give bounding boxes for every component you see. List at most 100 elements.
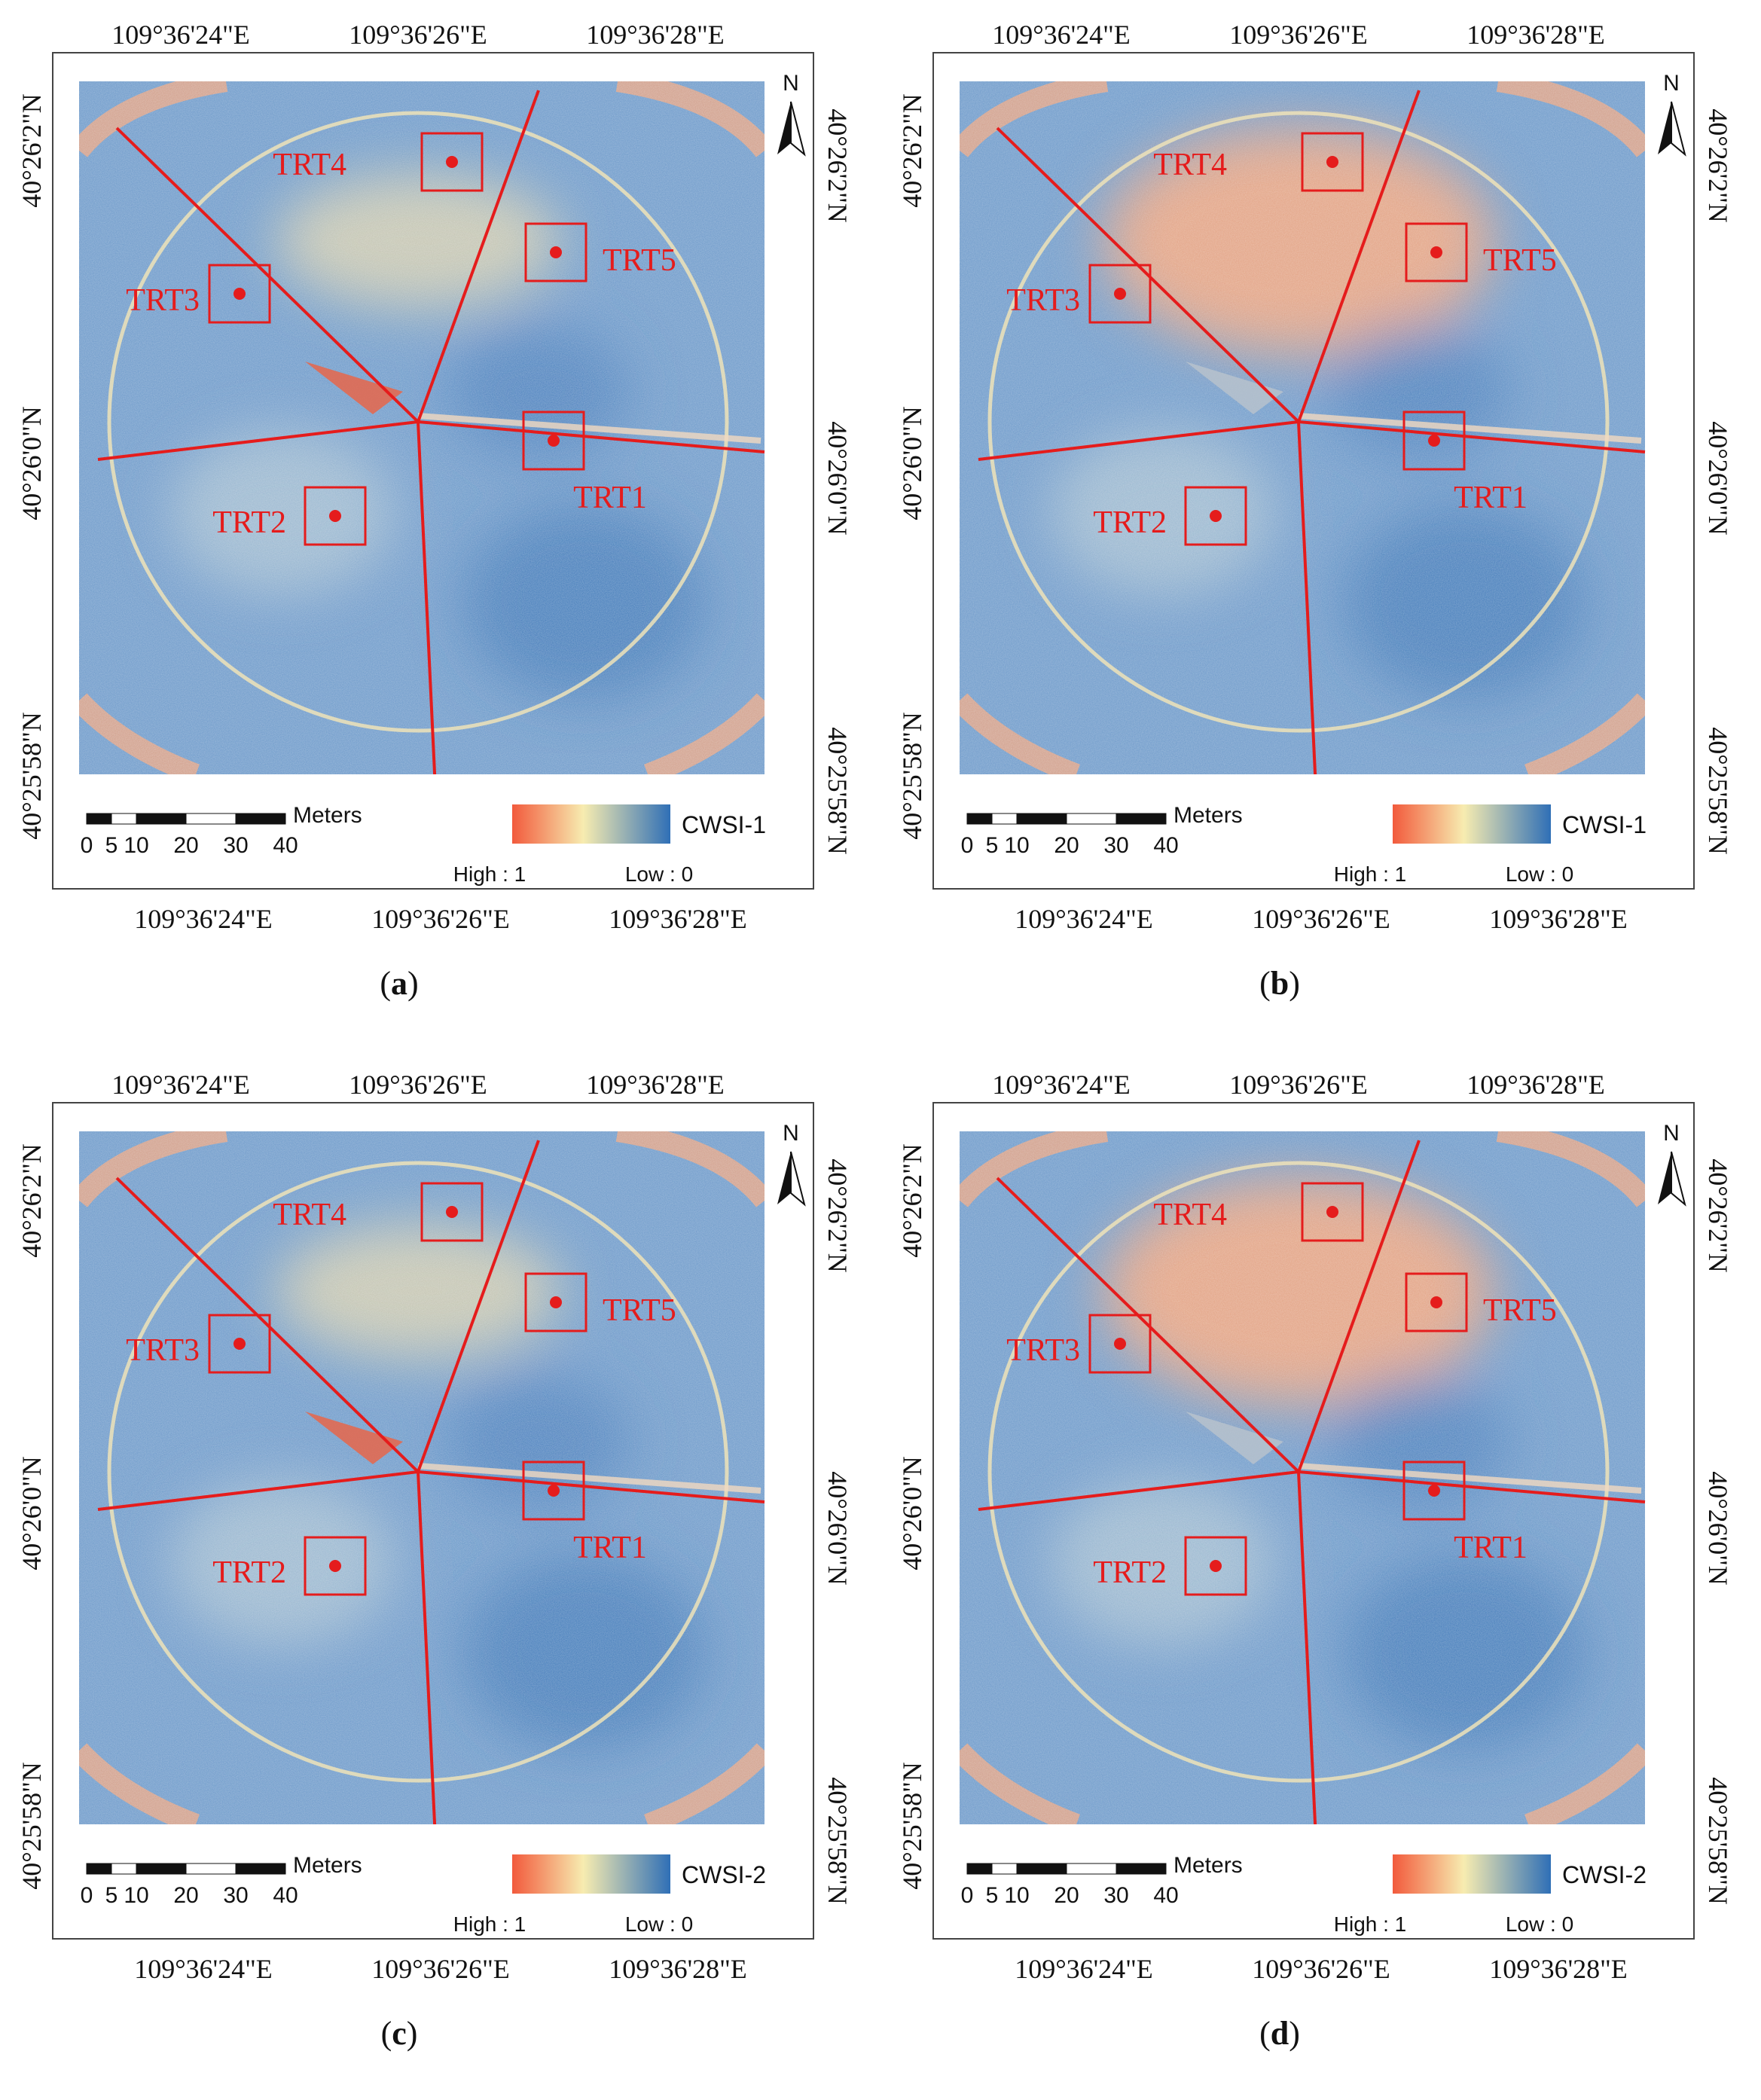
map-panel-c: TRT1 TRT2 TRT3 TRT4 TRT5 0 5 10 20 30 40 Meters CWSI…	[0, 1050, 880, 2100]
scale-bar-segment	[991, 1863, 1018, 1875]
scale-bar-segment	[1116, 813, 1167, 825]
sample-point-trt3	[1114, 288, 1126, 300]
lon-label-bottom: 109°36'28"E	[1489, 1954, 1628, 1984]
scale-bar-segment	[86, 813, 112, 825]
scale-bar-segment	[235, 1863, 286, 1875]
scale-bar-segment	[966, 813, 993, 825]
boundary-line-5	[1297, 1471, 1319, 1872]
lon-label-top: 109°36'26"E	[349, 1070, 487, 1100]
map-figure-b: TRT1 TRT2 TRT3 TRT4 TRT5 0 5 10 20 30 40 Meters CWSI…	[897, 20, 1733, 934]
scale-unit-label: Meters	[293, 1853, 362, 1878]
scale-tick-label: 40	[273, 1883, 298, 1908]
legend-low: Low : 0	[625, 862, 693, 886]
map-figure-a: TRT1 TRT2 TRT3 TRT4 TRT5 0 5 10 20 30 40 Meters CWSI…	[17, 20, 853, 934]
boundary-line-2	[1297, 1140, 1421, 1473]
plot-box-trt5	[524, 1272, 588, 1332]
boundary-line-2	[417, 1140, 540, 1473]
panel-caption: (a)	[380, 965, 419, 1002]
label-trt1: TRT1	[1454, 1531, 1528, 1565]
lat-label-left: 40°26'0"N	[17, 1456, 47, 1570]
scale-bar-segment	[991, 813, 1018, 825]
plot-box-trt2	[304, 1536, 367, 1596]
lon-label-top: 109°36'28"E	[1466, 20, 1605, 50]
scale-tick-label: 30	[1103, 1883, 1128, 1908]
legend-high: High : 1	[453, 862, 526, 886]
lon-label-bottom: 109°36'26"E	[371, 1954, 510, 1984]
scale-tick-label: 40	[1153, 833, 1178, 858]
scale-unit-label: Meters	[293, 803, 362, 828]
north-arrow-icon	[1658, 102, 1671, 154]
lon-label-bottom: 109°36'28"E	[609, 1954, 747, 1984]
label-trt4: TRT4	[1153, 1198, 1227, 1232]
sample-point-trt4	[1326, 156, 1338, 168]
scale-tick-label: 10	[1004, 1883, 1029, 1908]
scale-tick-label: 5	[986, 833, 999, 858]
scale-tick-label: 10	[1004, 833, 1029, 858]
scale-tick-label: 30	[1103, 833, 1128, 858]
label-trt3: TRT3	[1006, 283, 1080, 318]
scale-bar-segment	[1066, 1863, 1117, 1875]
boundary-line-4	[97, 1470, 419, 1511]
label-trt1: TRT1	[1454, 481, 1528, 515]
plot-box-trt3	[1088, 264, 1152, 324]
scale-bar-segment	[1116, 1863, 1167, 1875]
scale-bar-segment	[1066, 813, 1117, 825]
boundary-line-3	[417, 420, 765, 453]
lon-label-top: 109°36'24"E	[111, 1070, 250, 1100]
lat-label-right: 40°25'58"N	[823, 727, 853, 855]
north-arrow-icon	[777, 1152, 791, 1204]
sample-point-trt2	[1210, 1560, 1222, 1572]
plot-box-trt5	[1405, 1272, 1468, 1332]
lat-label-right: 40°26'2"N	[823, 108, 853, 223]
legend-high: High : 1	[1334, 1912, 1407, 1936]
plot-box-trt4	[1301, 132, 1364, 192]
sample-point-trt2	[329, 1560, 341, 1572]
scale-tick-label: 5	[105, 833, 118, 858]
lon-label-bottom: 109°36'26"E	[1252, 904, 1390, 934]
scale-bar-segment	[1016, 1863, 1067, 1875]
label-trt4: TRT4	[273, 148, 346, 182]
scale-tick-label: 40	[1153, 1883, 1178, 1908]
pivot-circle	[987, 1161, 1610, 1783]
north-label: N	[783, 71, 799, 96]
lon-label-top: 109°36'26"E	[1229, 20, 1368, 50]
label-trt4: TRT4	[1153, 148, 1227, 182]
lat-label-right: 40°26'0"N	[1703, 421, 1733, 536]
sample-point-trt3	[233, 1338, 246, 1350]
index-label: CWSI-1	[1562, 811, 1647, 838]
lon-label-top: 109°36'28"E	[586, 1070, 725, 1100]
lat-label-right: 40°26'0"N	[823, 421, 853, 536]
plot-box-trt2	[304, 486, 367, 546]
lon-label-bottom: 109°36'28"E	[609, 904, 747, 934]
color-ramp	[1393, 804, 1551, 844]
boundary-line-4	[978, 1470, 1299, 1511]
sample-point-trt1	[1428, 435, 1440, 447]
scale-tick-label: 20	[1054, 833, 1079, 858]
scale-tick-label: 30	[223, 1883, 248, 1908]
sample-point-trt5	[1430, 246, 1442, 258]
boundary-line-3	[1298, 420, 1646, 453]
lon-label-bottom: 109°36'28"E	[1489, 904, 1628, 934]
lat-label-left: 40°26'2"N	[897, 1143, 927, 1258]
boundary-line-5	[1297, 421, 1319, 822]
lon-label-bottom: 109°36'24"E	[134, 904, 273, 934]
boundary-line-1	[996, 1177, 1300, 1473]
lat-label-right: 40°26'2"N	[1703, 1158, 1733, 1273]
sample-point-trt2	[329, 510, 341, 522]
plot-box-trt1	[1402, 1461, 1466, 1521]
panel-caption-letter: d	[1270, 2015, 1289, 2052]
scale-tick-label: 0	[81, 833, 93, 858]
scale-bar-segment	[111, 1863, 137, 1875]
boundary-line-1	[115, 1177, 420, 1473]
plot-box-trt1	[1402, 411, 1466, 471]
lon-label-top: 109°36'24"E	[992, 1070, 1131, 1100]
cwsi-raster	[960, 81, 1645, 774]
lat-label-right: 40°25'58"N	[823, 1777, 853, 1905]
legend-high: High : 1	[453, 1912, 526, 1936]
color-ramp	[512, 804, 670, 844]
lat-label-left: 40°26'0"N	[17, 406, 47, 520]
sample-point-trt5	[550, 246, 562, 258]
boundary-line-4	[97, 420, 419, 461]
sample-point-trt4	[446, 156, 458, 168]
label-trt2: TRT2	[1093, 1555, 1167, 1590]
